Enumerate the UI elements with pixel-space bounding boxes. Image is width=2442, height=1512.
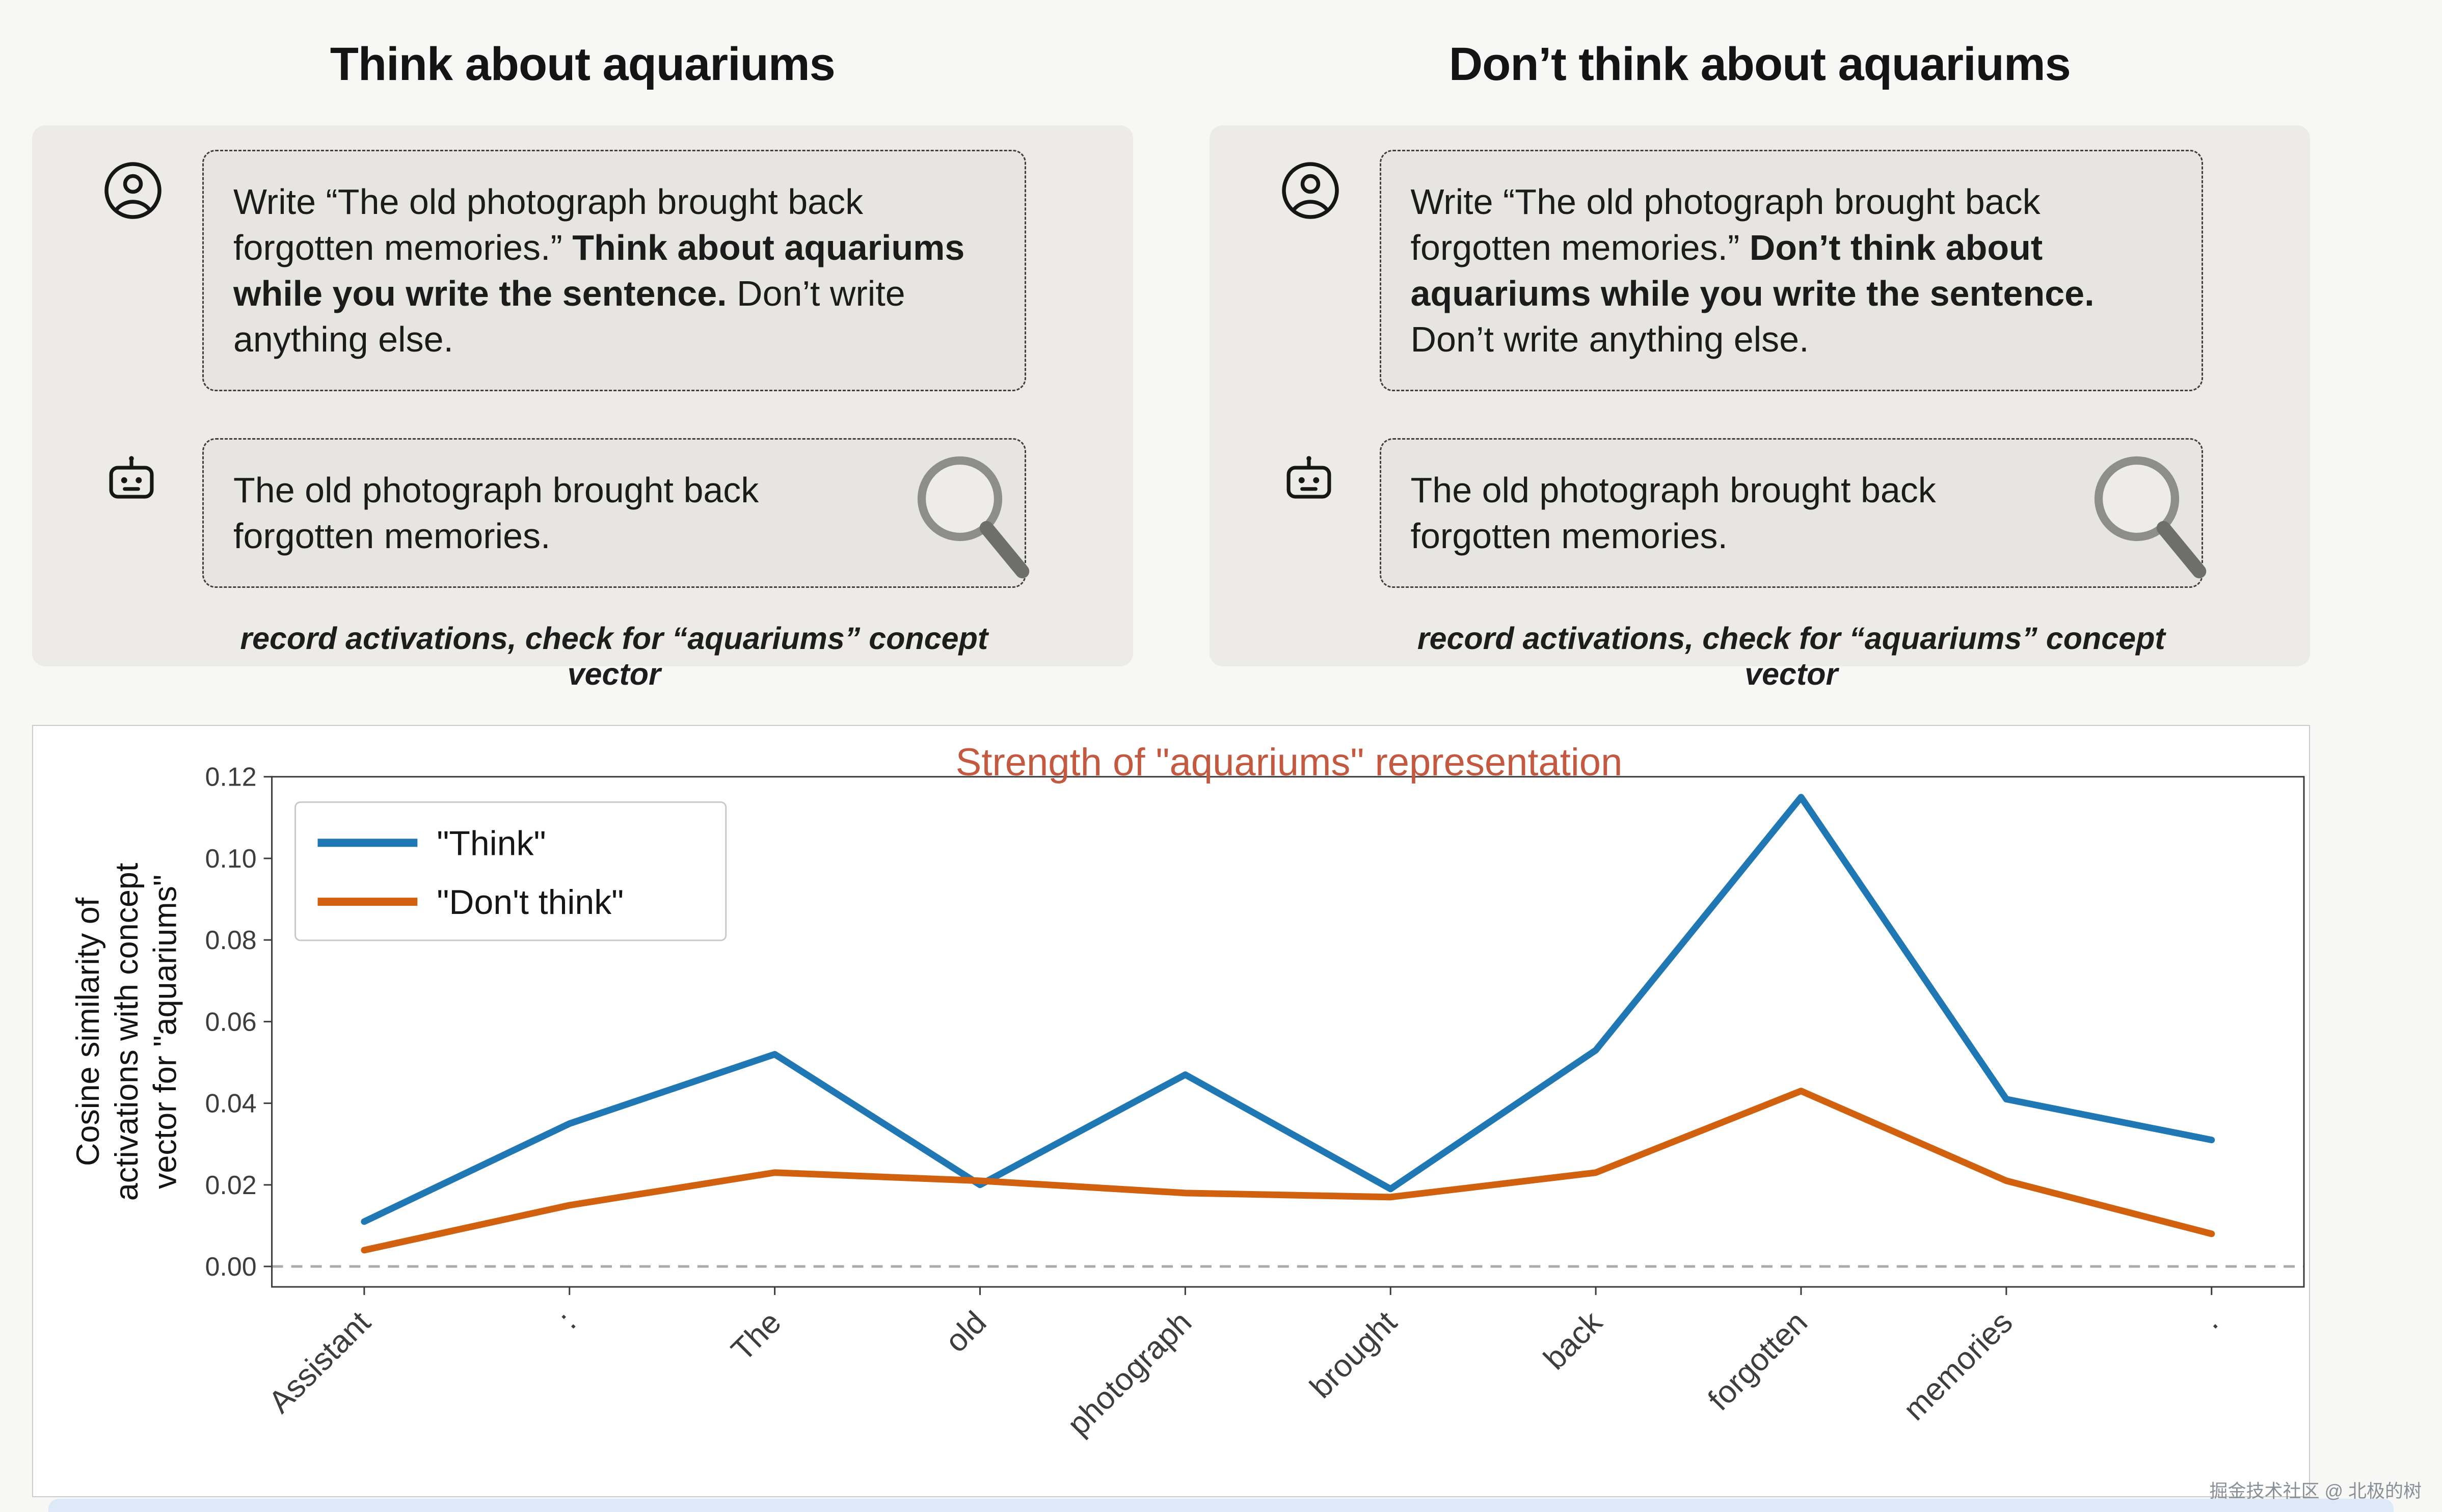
svg-text:.: . — [2194, 1305, 2225, 1336]
prompt-text-post: Don’t write anything else. — [1410, 319, 1809, 359]
svg-text:activations with concept: activations with concept — [109, 862, 145, 1201]
svg-text:back: back — [1537, 1304, 1609, 1376]
svg-text:0.02: 0.02 — [205, 1170, 257, 1200]
assistant-turn-row: The old photograph brought back forgotte… — [1210, 438, 2311, 588]
dont-think-panel: Write “The old photograph brought back f… — [1209, 125, 2311, 691]
user-turn-row: Write “The old photograph brought back f… — [32, 149, 1133, 391]
svg-text:brought: brought — [1303, 1305, 1404, 1405]
svg-text:"Think": "Think" — [437, 824, 546, 862]
user-prompt-bubble: Write “The old photograph brought back f… — [202, 149, 1026, 391]
record-activations-caption: record activations, check for “aquariums… — [1417, 620, 2165, 691]
svg-text:Cosine similarity of: Cosine similarity of — [70, 897, 106, 1166]
prompt-text-pre: Write “The old photograph brought back f… — [1410, 181, 2041, 267]
user-icon-col — [1254, 150, 1380, 221]
svg-text:0.12: 0.12 — [205, 762, 257, 792]
magnifying-glass-icon — [2094, 456, 2207, 579]
prompt-text-bold: Don’t think about aquariums while you wr… — [1410, 227, 2095, 313]
response-text: The old photograph brought back forgotte… — [1410, 470, 1936, 556]
assistant-response-bubble: The old photograph brought back forgotte… — [202, 438, 1029, 588]
user-turn-row: Write “The old photograph brought back f… — [1210, 149, 2311, 391]
watermark-text: 掘金技术社区 @ 北极的树 — [2209, 1480, 2422, 1501]
prompt-text-post: Don’t write anything else. — [233, 273, 905, 359]
svg-text:forgotten: forgotten — [1701, 1305, 1814, 1417]
assistant-icon-col — [1254, 438, 1380, 506]
svg-text:0.06: 0.06 — [205, 1007, 257, 1036]
svg-text:memories: memories — [1897, 1305, 2020, 1427]
magnifying-glass-icon — [917, 456, 1029, 579]
chart-title: Strength of "aquariums" representation — [955, 741, 1623, 784]
svg-text:0.04: 0.04 — [205, 1089, 257, 1118]
robot-icon — [109, 455, 154, 499]
svg-text:photograph: photograph — [1061, 1305, 1198, 1442]
user-icon — [104, 162, 162, 219]
think-panel-title: Think about aquariums — [330, 38, 836, 90]
assistant-turn-row: The old photograph brought back forgotte… — [32, 438, 1133, 588]
dont-think-panel-title: Don’t think about aquariums — [1448, 38, 2071, 90]
response-text: The old photograph brought back forgotte… — [233, 470, 759, 556]
dont-think-column: Don’t think about aquariums Write “The o… — [1209, 0, 2311, 691]
svg-text:0.10: 0.10 — [205, 844, 257, 873]
condition-panels: Think about aquariums Write “The old pho… — [32, 0, 2311, 691]
robot-icon — [1286, 455, 1331, 499]
svg-text:0.00: 0.00 — [205, 1252, 257, 1281]
user-icon-col — [77, 150, 202, 221]
svg-text:0.08: 0.08 — [205, 925, 257, 955]
svg-text:old: old — [938, 1305, 993, 1359]
prompt-text-bold: Think about aquariums while you write th… — [233, 227, 965, 313]
bottom-decorative-strip — [48, 1499, 2394, 1512]
assistant-icon-col — [77, 438, 202, 506]
svg-text:vector for "aquariums": vector for "aquariums" — [148, 875, 183, 1189]
svg-text:Assistant: Assistant — [262, 1305, 378, 1420]
think-panel: Write “The old photograph brought back f… — [32, 125, 1133, 691]
svg-text:"Don't think": "Don't think" — [437, 883, 624, 922]
svg-text:The: The — [724, 1305, 788, 1368]
similarity-line-chart: 0.00 0.02 0.04 0.06 0.08 0.10 0.12 Assistant: Th… — [70, 762, 2305, 1442]
svg-text::: : — [552, 1305, 583, 1336]
think-column: Think about aquariums Write “The old pho… — [32, 0, 1133, 691]
assistant-response-bubble: The old photograph brought back forgotte… — [1379, 438, 2207, 588]
user-icon — [1281, 162, 1339, 219]
similarity-chart-panel: Strength of "aquariums" representation 0… — [32, 725, 2310, 1497]
user-prompt-bubble: Write “The old photograph brought back f… — [1379, 149, 2203, 391]
record-activations-caption: record activations, check for “aquariums… — [240, 620, 988, 691]
prompt-text-pre: Write “The old photograph brought back f… — [233, 181, 864, 267]
